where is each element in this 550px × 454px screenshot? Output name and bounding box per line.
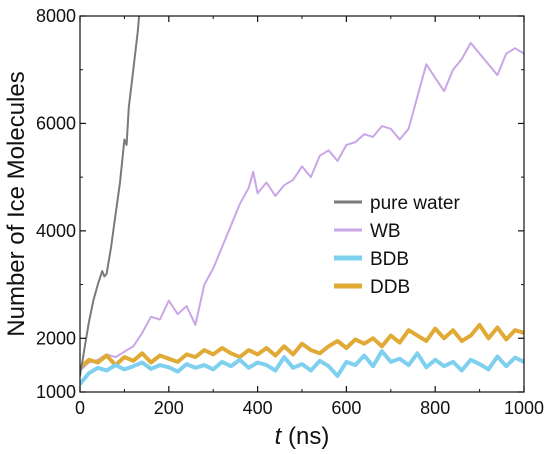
y-axis-label: Number of Ice Molecules	[3, 71, 30, 336]
x-axis-label: t (ns)	[275, 423, 330, 450]
x-tick-label: 200	[154, 398, 184, 418]
legend-label-pure-water: pure water	[370, 193, 460, 214]
legend-label-ddb: DDB	[370, 277, 410, 298]
series-layer	[80, 16, 524, 386]
y-tick-label: 4000	[36, 221, 76, 241]
x-axis-label-unit: (ns)	[281, 423, 329, 450]
legend: pure water WB BDB DDB	[334, 193, 460, 298]
y-tick-label: 2000	[36, 328, 76, 348]
x-axis-label-variable: t	[275, 423, 283, 450]
ticks-layer: 0 200 400 600 800 1000 1000 2000 4000 6000 8000	[36, 6, 544, 418]
y-tick-label: 8000	[36, 6, 76, 26]
legend-label-bdb: BDB	[370, 249, 409, 270]
x-tick-label: 600	[331, 398, 361, 418]
series-line-wb	[80, 41, 524, 372]
x-tick-label: 0	[75, 398, 85, 418]
x-tick-label: 1000	[504, 398, 544, 418]
x-tick-label: 400	[243, 398, 273, 418]
series-line-ddb	[80, 322, 524, 370]
series-line-bdb	[80, 349, 524, 386]
y-tick-label: 1000	[36, 382, 76, 402]
series-line-pure-water	[80, 16, 141, 377]
legend-label-wb: WB	[370, 221, 401, 242]
y-tick-label: 6000	[36, 113, 76, 133]
axis-labels: t (ns) Number of Ice Molecules	[3, 71, 329, 450]
x-tick-label: 800	[420, 398, 450, 418]
